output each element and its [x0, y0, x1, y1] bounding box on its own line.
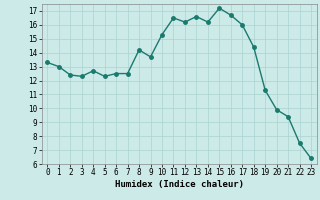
- X-axis label: Humidex (Indice chaleur): Humidex (Indice chaleur): [115, 180, 244, 189]
